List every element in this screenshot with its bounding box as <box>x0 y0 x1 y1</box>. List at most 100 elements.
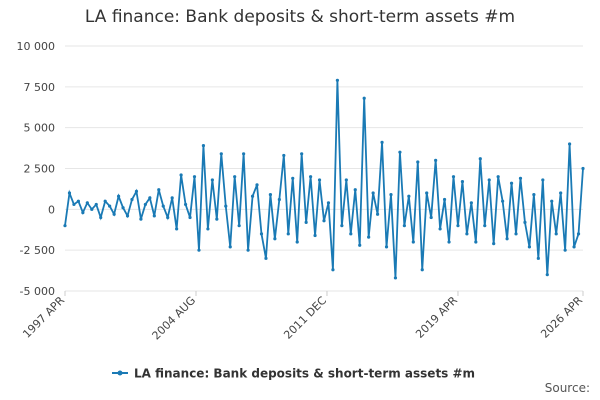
point <box>76 199 80 203</box>
y-tick-label: 5 000 <box>24 122 56 135</box>
point <box>451 175 456 179</box>
point <box>340 224 344 228</box>
point <box>201 144 206 148</box>
point <box>291 176 295 180</box>
point <box>255 183 259 187</box>
point <box>514 232 518 236</box>
point <box>344 178 348 182</box>
point <box>358 243 362 247</box>
point <box>559 191 563 195</box>
point <box>509 181 514 185</box>
point <box>273 237 277 241</box>
x-tick-label: 2011 DEC <box>281 294 329 342</box>
point <box>300 152 304 156</box>
point <box>411 240 415 244</box>
point <box>393 276 398 280</box>
point <box>425 191 429 195</box>
y-tick-label: -5 000 <box>20 285 55 298</box>
point <box>313 233 317 238</box>
point <box>335 78 339 82</box>
point <box>478 157 482 161</box>
x-tick-label: 2019 APR <box>413 294 460 341</box>
point <box>483 224 487 228</box>
point <box>246 248 250 252</box>
point <box>371 191 375 195</box>
point <box>581 166 585 171</box>
point <box>215 217 219 221</box>
point <box>206 227 210 231</box>
point <box>367 235 371 239</box>
point <box>429 215 433 220</box>
point <box>94 202 98 207</box>
point <box>349 232 353 236</box>
x-tick-label: 2026 APR <box>538 294 585 341</box>
point <box>550 199 554 203</box>
point <box>192 175 197 179</box>
point <box>375 212 380 216</box>
point <box>460 179 465 184</box>
point <box>501 199 505 203</box>
point <box>322 219 326 223</box>
x-tick-label: 2004 AUG <box>150 294 199 343</box>
point <box>183 202 188 207</box>
point <box>152 214 156 218</box>
point <box>210 178 214 182</box>
x-tick-label: 1997 APR <box>20 294 67 341</box>
point <box>90 207 94 211</box>
point <box>362 96 366 100</box>
point <box>250 194 255 198</box>
point <box>259 232 264 236</box>
point <box>143 202 147 207</box>
point <box>116 194 121 198</box>
y-tick-label: -2 500 <box>20 244 55 257</box>
point <box>523 220 527 224</box>
point <box>81 211 85 215</box>
point <box>175 227 179 231</box>
y-tick-label: 7 500 <box>24 81 56 94</box>
point <box>317 178 322 182</box>
point <box>188 215 192 220</box>
point <box>568 142 572 146</box>
chart-title: LA finance: Bank deposits & short-term a… <box>85 7 515 27</box>
point <box>166 215 170 220</box>
point <box>398 150 402 154</box>
point <box>237 224 241 228</box>
point <box>496 175 500 179</box>
point <box>139 217 143 221</box>
point <box>219 152 223 156</box>
point <box>438 227 442 231</box>
point <box>389 193 393 197</box>
point <box>72 202 76 207</box>
point <box>407 194 411 198</box>
point <box>264 256 268 260</box>
point <box>576 232 581 236</box>
point <box>563 248 567 252</box>
point <box>112 212 116 216</box>
point <box>130 197 134 202</box>
point <box>447 240 451 244</box>
y-tick-label: 10 000 <box>17 40 56 53</box>
point <box>134 189 139 193</box>
point <box>282 153 286 158</box>
point <box>295 240 299 244</box>
point <box>474 240 478 244</box>
point <box>304 220 308 224</box>
y-tick-label: 2 500 <box>24 163 56 176</box>
point <box>420 268 424 272</box>
point <box>286 232 290 236</box>
point <box>380 140 384 144</box>
source: Source: <box>545 381 590 395</box>
legend-marker <box>117 370 123 376</box>
point <box>85 201 89 205</box>
point <box>353 188 357 192</box>
point <box>487 178 491 182</box>
point <box>277 197 281 202</box>
point <box>331 268 335 272</box>
point <box>309 175 313 179</box>
point <box>505 237 509 241</box>
point <box>197 248 201 252</box>
point <box>416 160 420 164</box>
point <box>233 175 237 179</box>
point <box>268 193 273 197</box>
